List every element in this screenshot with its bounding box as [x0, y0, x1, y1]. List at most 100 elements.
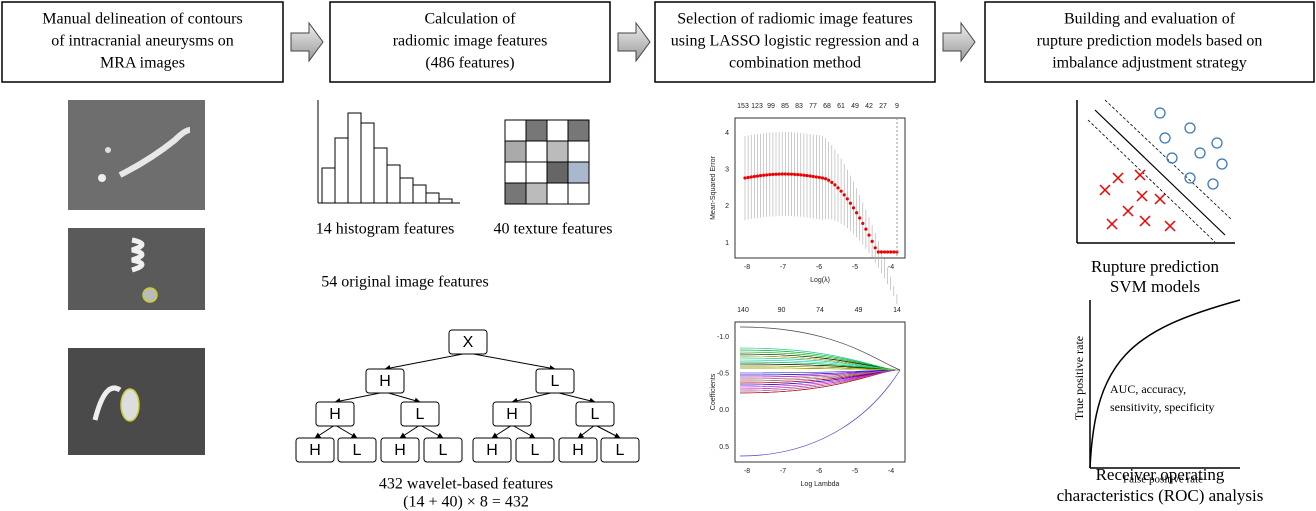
cv-point — [747, 176, 750, 179]
y-tick-label: 0.5 — [719, 444, 729, 451]
cv-point — [790, 173, 793, 176]
label: (14 + 40) × 8 = 432 — [403, 494, 529, 511]
texture-cell — [526, 183, 547, 204]
texture-cell — [547, 162, 568, 183]
histogram-bar — [387, 165, 400, 203]
cv-point — [874, 246, 877, 249]
tree-node-label: X — [463, 334, 474, 351]
tree-edge — [492, 425, 512, 438]
y-tick-label: 0.0 — [719, 407, 729, 414]
tree-edge — [578, 425, 595, 438]
step-text: rupture prediction models based on — [1037, 33, 1263, 50]
svm-circle — [1217, 159, 1227, 169]
texture-cell — [505, 162, 526, 183]
cv-point — [774, 173, 777, 176]
workflow-figure: Manual delineation of contours of intracr… — [0, 0, 1316, 511]
step-text: using LASSO logistic regression and a — [671, 33, 919, 50]
texture-cell — [568, 120, 589, 141]
cv-point — [855, 211, 858, 214]
top-tick-label: 85 — [781, 103, 789, 110]
cv-point — [799, 173, 802, 176]
mra-images — [68, 100, 205, 455]
cv-point — [871, 240, 874, 243]
step-text: Manual delineation of contours — [42, 11, 242, 28]
x-tick-label: -4 — [888, 264, 894, 271]
histogram-bar — [426, 193, 439, 203]
y-tick-label: 3 — [725, 167, 729, 174]
cv-point — [861, 222, 864, 225]
y-tick-label: -1.0 — [717, 334, 729, 341]
svm-circle — [1155, 108, 1165, 118]
cv-point — [880, 250, 883, 253]
cv-point — [815, 175, 818, 178]
x-axis-label: Log Lambda — [801, 481, 840, 488]
tree-edge — [315, 425, 335, 438]
texture-cell — [505, 141, 526, 162]
tree-node-label: H — [379, 373, 391, 390]
cv-point — [787, 172, 790, 175]
cv-point — [781, 172, 784, 175]
svm-circle — [1185, 123, 1195, 133]
cv-point — [821, 176, 824, 179]
top-tick-label: 77 — [809, 103, 817, 110]
y-tick-label: 1 — [725, 240, 729, 247]
cv-point — [830, 181, 833, 184]
cv-point — [824, 177, 827, 180]
histogram-bar — [361, 123, 374, 203]
texture-cell — [526, 162, 547, 183]
svm-cross — [1135, 170, 1145, 180]
y-axis-label: Mean-Squared Error — [710, 155, 717, 219]
cv-point — [867, 234, 870, 237]
x-tick-label: -6 — [816, 264, 822, 271]
cv-point — [877, 250, 880, 253]
x-tick-label: -7 — [780, 468, 786, 475]
cv-point — [812, 175, 815, 178]
cv-point — [768, 173, 771, 176]
y-tick-label: -0.5 — [717, 371, 729, 378]
label: 54 original image features — [321, 274, 489, 291]
svm-circle — [1167, 153, 1177, 163]
cv-point — [886, 250, 889, 253]
cv-point — [889, 250, 892, 253]
step-text: imbalance adjustment strategy — [1052, 55, 1247, 72]
cv-point — [827, 179, 830, 182]
svm-plot — [1077, 100, 1235, 243]
cv-point — [843, 193, 846, 196]
tree-node-label: L — [551, 373, 560, 390]
cv-point — [753, 175, 756, 178]
step-text: Selection of radiomic image features — [677, 11, 912, 28]
svm-cross — [1155, 194, 1165, 204]
step-text: of intracranial aneurysms on — [51, 33, 234, 50]
step-text: radiomic image features — [393, 33, 548, 50]
tree-node-label: L — [591, 406, 600, 423]
cv-point — [762, 174, 765, 177]
step-text: (486 features) — [425, 55, 514, 72]
label: 40 texture features — [493, 221, 612, 238]
texture-cell — [547, 141, 568, 162]
tree-node-label: H — [572, 442, 584, 459]
cv-point — [771, 173, 774, 176]
tree-node-label: L — [353, 442, 362, 459]
flow-arrow — [618, 23, 650, 61]
cv-point — [849, 202, 852, 205]
texture-cell — [568, 141, 589, 162]
top-tick-label: 49 — [851, 103, 859, 110]
cv-point — [743, 176, 746, 179]
svm-circle — [1185, 173, 1195, 183]
cv-point — [892, 250, 895, 253]
y-axis-label: Coefficients — [710, 373, 717, 410]
texture-cell — [505, 120, 526, 141]
cv-point — [765, 173, 768, 176]
tree-node-label: H — [486, 442, 498, 459]
x-tick-label: -7 — [780, 264, 786, 271]
cv-point — [818, 176, 821, 179]
svm-cross — [1107, 219, 1117, 229]
tree-node-label: H — [329, 406, 341, 423]
svm-circle — [1212, 138, 1222, 148]
flow-arrow — [943, 23, 975, 61]
top-tick-label: 49 — [855, 307, 863, 314]
top-tick-label: 83 — [795, 103, 803, 110]
texture-cell — [568, 162, 589, 183]
label: 432 wavelet-based features — [379, 476, 553, 493]
tree-edge — [595, 425, 620, 438]
